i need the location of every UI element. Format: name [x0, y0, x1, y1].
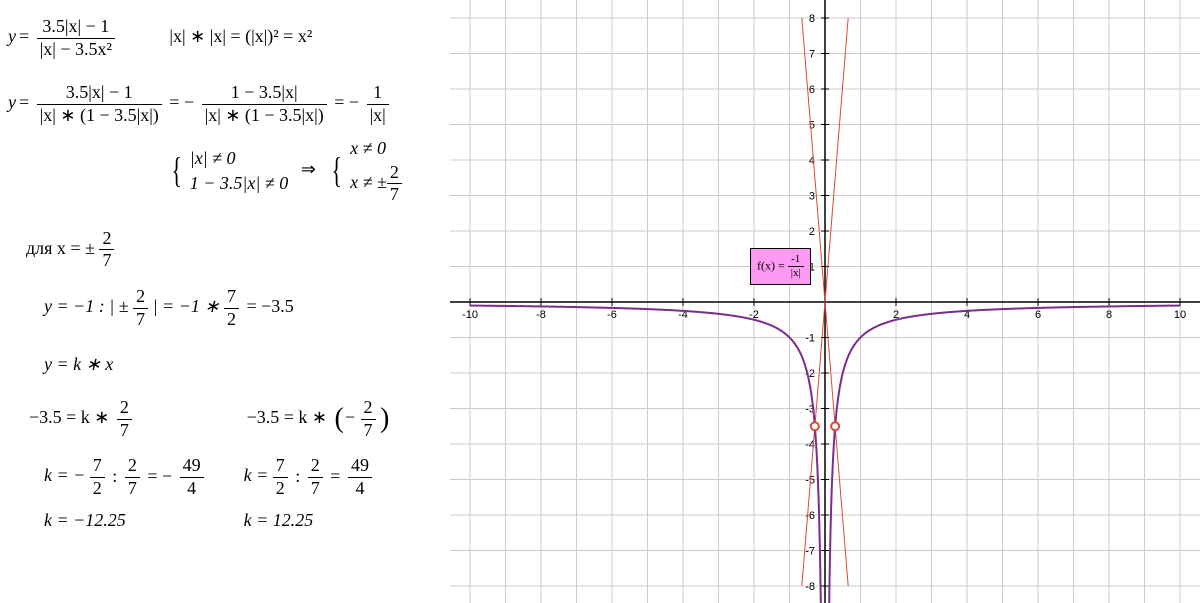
svg-text:-6: -6	[805, 510, 815, 522]
svg-text:3: 3	[809, 191, 815, 203]
svg-text:-6: -6	[607, 309, 617, 321]
svg-text:6: 6	[1035, 309, 1041, 321]
graph-panel: -10-8-6-4-2246810-8-7-6-5-4-3-2-11234567…	[450, 0, 1200, 603]
math-derivation-panel: y= 3.5|x| − 1|x| − 3.5x² |x| ∗ |x| = (|x…	[0, 0, 450, 603]
svg-text:10: 10	[1174, 309, 1186, 321]
equation-original: y= 3.5|x| − 1|x| − 3.5x² |x| ∗ |x| = (|x…	[8, 16, 442, 60]
svg-text:-8: -8	[805, 581, 815, 593]
y-at-hole-calc: y = −1 : | ± 27 | = −1 ∗ 72 = −3.5	[44, 286, 442, 330]
coordinate-chart: -10-8-6-4-2246810-8-7-6-5-4-3-2-11234567…	[450, 0, 1200, 603]
for-x-values: для x = ± 27	[26, 228, 442, 272]
svg-text:8: 8	[809, 13, 815, 25]
svg-text:8: 8	[1106, 309, 1112, 321]
line-equation: y = k ∗ x	[44, 354, 442, 375]
svg-text:2: 2	[809, 226, 815, 238]
svg-text:7: 7	[809, 49, 815, 61]
equation-simplified: y= 3.5|x| − 1|x| ∗ (1 − 3.5|x|) = − 1 − …	[8, 82, 442, 126]
k-solve-columns: −3.5 = k ∗ 27 k = − 72 : 27 = − 494 k = …	[8, 391, 442, 536]
svg-text:-10: -10	[462, 309, 478, 321]
domain-conditions: { |x| ≠ 0 1 − 3.5|x| ≠ 0 ⇒ { x ≠ 0 x ≠ ±…	[168, 136, 442, 205]
svg-text:-1: -1	[805, 333, 815, 345]
function-legend-box: f(x) = -1 |x|	[750, 248, 811, 285]
svg-text:-8: -8	[536, 309, 546, 321]
svg-text:-7: -7	[805, 546, 815, 558]
svg-text:6: 6	[809, 84, 815, 96]
